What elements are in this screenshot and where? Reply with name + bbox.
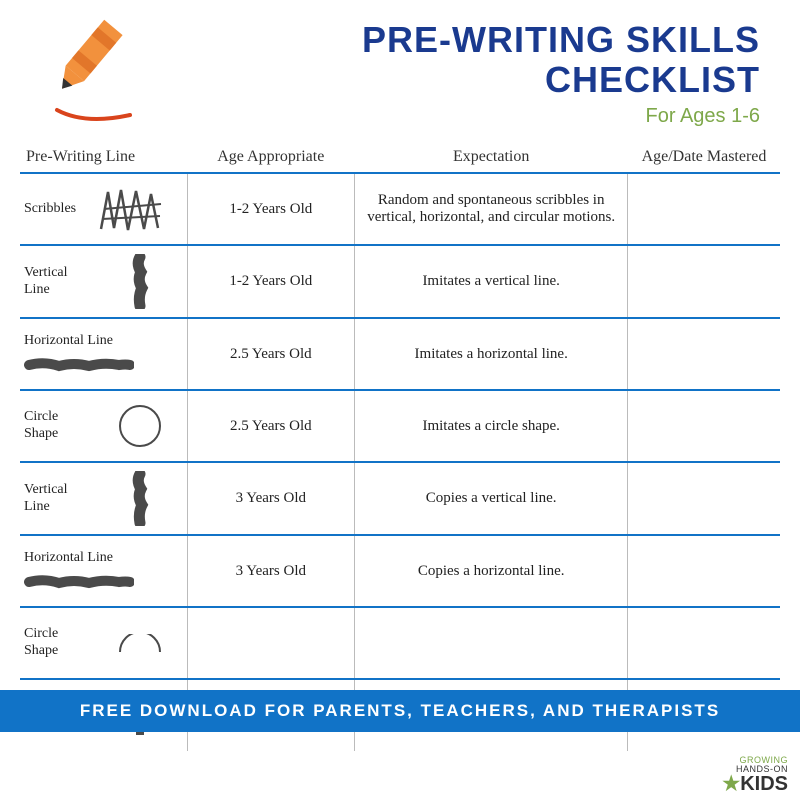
table-row: Circle Shape bbox=[20, 607, 780, 679]
cell-age: 3 Years Old bbox=[187, 462, 354, 535]
table-row: Horizontal Line 2.5 Years OldImitates a h… bbox=[20, 318, 780, 390]
line-label: Circle Shape bbox=[24, 626, 94, 660]
circle_partial-icon bbox=[100, 634, 181, 652]
cell-expectation: Copies a vertical line. bbox=[354, 462, 628, 535]
table-row: Horizontal Line 3 Years OldCopies a horiz… bbox=[20, 535, 780, 607]
vline-icon bbox=[100, 471, 181, 526]
cell-expectation: Imitates a vertical line. bbox=[354, 245, 628, 318]
line-label: Horizontal Line bbox=[24, 550, 113, 567]
cell-expectation: Random and spontaneous scribbles in vert… bbox=[354, 173, 628, 245]
download-banner: FREE DOWNLOAD FOR PARENTS, TEACHERS, AND… bbox=[0, 690, 800, 732]
crayon-icon bbox=[35, 15, 145, 135]
circle-icon bbox=[100, 401, 181, 451]
cell-age: 1-2 Years Old bbox=[187, 173, 354, 245]
cell-expectation: Imitates a horizontal line. bbox=[354, 318, 628, 390]
brand-logo: GROWING HANDS-ON ★KIDS bbox=[722, 756, 788, 794]
cell-age: 2.5 Years Old bbox=[187, 390, 354, 462]
vline-icon bbox=[100, 254, 181, 309]
cell-age: 3 Years Old bbox=[187, 535, 354, 607]
cell-line: Horizontal Line bbox=[20, 318, 187, 390]
col-header-line: Pre-Writing Line bbox=[20, 140, 187, 173]
cell-expectation bbox=[354, 607, 628, 679]
banner-text: FREE DOWNLOAD FOR PARENTS, TEACHERS, AND… bbox=[80, 701, 720, 721]
cell-mastered[interactable] bbox=[628, 607, 780, 679]
line-label: Horizontal Line bbox=[24, 333, 113, 350]
cell-mastered[interactable] bbox=[628, 462, 780, 535]
cell-age bbox=[187, 607, 354, 679]
cell-expectation: Copies a horizontal line. bbox=[354, 535, 628, 607]
cell-line: Vertical Line bbox=[20, 462, 187, 535]
table-header-row: Pre-Writing Line Age Appropriate Expecta… bbox=[20, 140, 780, 173]
scribble-icon bbox=[82, 184, 181, 234]
cell-mastered[interactable] bbox=[628, 318, 780, 390]
cell-line: Circle Shape bbox=[20, 607, 187, 679]
table-row: Circle Shape 2.5 Years OldImitates a circ… bbox=[20, 390, 780, 462]
cell-line: Horizontal Line bbox=[20, 535, 187, 607]
cell-line: Vertical Line bbox=[20, 245, 187, 318]
col-header-age: Age Appropriate bbox=[187, 140, 354, 173]
cell-mastered[interactable] bbox=[628, 535, 780, 607]
logo-line3: ★KIDS bbox=[722, 774, 788, 794]
table-row: Vertical Line 3 Years OldCopies a vertica… bbox=[20, 462, 780, 535]
cell-line: Scribbles bbox=[20, 173, 187, 245]
cell-age: 1-2 Years Old bbox=[187, 245, 354, 318]
line-label: Vertical Line bbox=[24, 482, 94, 516]
col-header-mastered: Age/Date Mastered bbox=[628, 140, 780, 173]
table-row: Vertical Line 1-2 Years OldImitates a ver… bbox=[20, 245, 780, 318]
line-label: Circle Shape bbox=[24, 409, 94, 443]
table-row: Scribbles 1-2 Years OldRandom and spontan… bbox=[20, 173, 780, 245]
hline-icon bbox=[24, 355, 134, 375]
header: PRE-WRITING SKILLS CHECKLIST For Ages 1-… bbox=[0, 0, 800, 140]
line-label: Vertical Line bbox=[24, 265, 94, 299]
cell-mastered[interactable] bbox=[628, 173, 780, 245]
cell-line: Circle Shape bbox=[20, 390, 187, 462]
hline-icon bbox=[24, 572, 134, 592]
cell-age: 2.5 Years Old bbox=[187, 318, 354, 390]
line-label: Scribbles bbox=[24, 201, 76, 218]
checklist-table: Pre-Writing Line Age Appropriate Expecta… bbox=[20, 140, 780, 751]
checklist-table-wrap: Pre-Writing Line Age Appropriate Expecta… bbox=[0, 140, 800, 751]
cell-mastered[interactable] bbox=[628, 390, 780, 462]
cell-expectation: Imitates a circle shape. bbox=[354, 390, 628, 462]
cell-mastered[interactable] bbox=[628, 245, 780, 318]
col-header-expectation: Expectation bbox=[354, 140, 628, 173]
